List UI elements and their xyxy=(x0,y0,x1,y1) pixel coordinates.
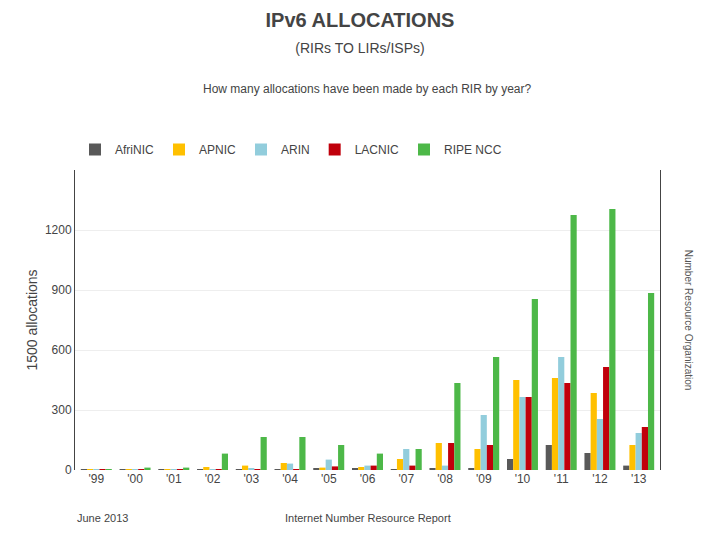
svg-text:'00: '00 xyxy=(127,472,143,486)
svg-text:'13: '13 xyxy=(631,472,647,486)
svg-text:'03: '03 xyxy=(243,472,259,486)
svg-text:600: 600 xyxy=(52,343,72,357)
svg-text:'02: '02 xyxy=(205,472,221,486)
svg-text:APNIC: APNIC xyxy=(199,143,236,157)
svg-text:'06: '06 xyxy=(360,472,376,486)
svg-text:1200: 1200 xyxy=(45,223,72,237)
svg-text:1500 allocations: 1500 allocations xyxy=(24,269,40,370)
svg-text:June 2013: June 2013 xyxy=(77,512,128,524)
svg-text:'12: '12 xyxy=(592,472,608,486)
svg-text:0: 0 xyxy=(65,463,72,477)
svg-text:AfriNIC: AfriNIC xyxy=(115,143,154,157)
svg-text:'08: '08 xyxy=(437,472,453,486)
svg-text:How many allocations have been: How many allocations have been made by e… xyxy=(203,82,532,96)
svg-text:Number Resource Organization: Number Resource Organization xyxy=(683,250,694,391)
svg-text:'11: '11 xyxy=(554,472,569,486)
svg-text:ARIN: ARIN xyxy=(281,143,310,157)
svg-text:IPv6 ALLOCATIONS(RIRs TO LIRs/: IPv6 ALLOCATIONS(RIRs TO LIRs/ISPs) xyxy=(266,9,455,56)
svg-text:'05: '05 xyxy=(321,472,337,486)
svg-text:300: 300 xyxy=(52,403,72,417)
svg-text:'10: '10 xyxy=(515,472,531,486)
svg-text:'99: '99 xyxy=(88,472,104,486)
svg-text:Internet Number Resource Repor: Internet Number Resource Report xyxy=(285,512,451,524)
svg-text:RIPE NCC: RIPE NCC xyxy=(444,143,502,157)
svg-text:900: 900 xyxy=(52,283,72,297)
svg-text:LACNIC: LACNIC xyxy=(355,143,399,157)
svg-text:'01: '01 xyxy=(166,472,182,486)
svg-text:'09: '09 xyxy=(476,472,492,486)
svg-text:'04: '04 xyxy=(282,472,298,486)
svg-text:'07: '07 xyxy=(398,472,414,486)
